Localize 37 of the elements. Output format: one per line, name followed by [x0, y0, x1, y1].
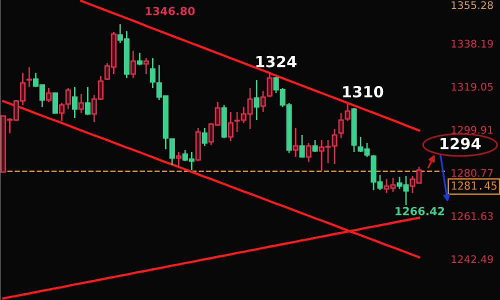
y-tick-label: 1319.05 [452, 82, 493, 91]
y-tick-label: 1280.77 [452, 169, 493, 177]
candlestick [65, 87, 71, 110]
candlestick [84, 86, 90, 116]
candlestick [143, 57, 149, 75]
candlestick [72, 86, 78, 119]
candlestick [58, 102, 64, 122]
candlestick [78, 93, 84, 114]
candlestick [136, 52, 142, 66]
candlestick [266, 72, 272, 98]
candlestick [338, 112, 344, 139]
y-tick-label: 1261.63 [452, 212, 493, 220]
candlestick [46, 87, 52, 103]
y-tick-label: 1338.19 [452, 40, 493, 48]
text: 1294 [440, 138, 481, 150]
candlestick [299, 134, 305, 158]
candlestick [26, 66, 32, 88]
annotation: 1310 [343, 86, 384, 98]
candlestick [202, 127, 208, 147]
candlestick [312, 139, 318, 153]
y-tick-label: 1299.91 [452, 126, 493, 134]
candlestick [292, 127, 298, 158]
candlestick [260, 90, 266, 113]
ref-line-label: 1281.45 [452, 181, 496, 190]
candlestick [306, 142, 312, 163]
y-tick-label: 1242.49 [452, 255, 493, 264]
annotation: 1266.42 [396, 206, 444, 216]
annotation: 1346.80 [146, 6, 195, 16]
y-tick-label: 1355.28 [452, 1, 493, 10]
candlestick [176, 151, 182, 168]
line-series [80, 0, 420, 132]
candlestick [228, 111, 234, 142]
candlestick [52, 92, 58, 114]
candlestick [254, 79, 260, 121]
candlestick [130, 50, 136, 79]
candlestick [344, 103, 350, 122]
annotation: 1324 [256, 56, 296, 68]
